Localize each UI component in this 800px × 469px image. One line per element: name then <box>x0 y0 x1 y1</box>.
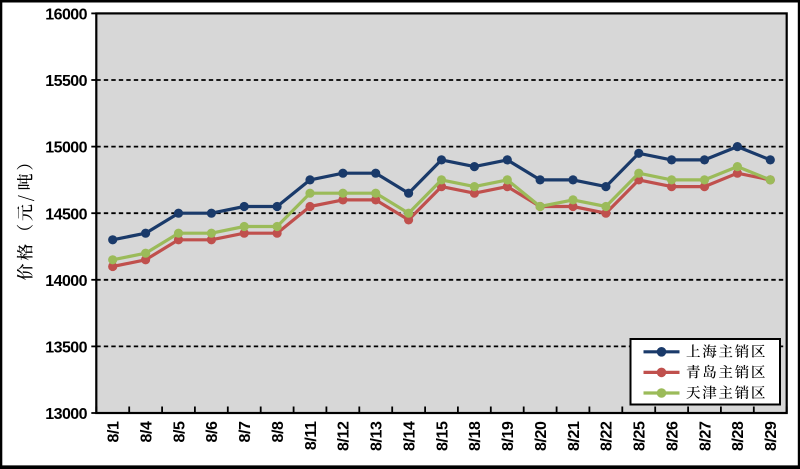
svg-text:8/21: 8/21 <box>566 421 583 451</box>
svg-text:15000: 15000 <box>45 140 87 157</box>
svg-text:8/26: 8/26 <box>664 421 681 451</box>
svg-text:8/28: 8/28 <box>730 421 747 451</box>
svg-text:8/20: 8/20 <box>533 421 550 451</box>
svg-text:8/27: 8/27 <box>697 421 714 451</box>
svg-text:8/6: 8/6 <box>204 421 221 443</box>
svg-text:8/8: 8/8 <box>270 421 287 443</box>
svg-text:8/22: 8/22 <box>599 421 616 451</box>
svg-text:8/18: 8/18 <box>467 421 484 451</box>
svg-text:8/19: 8/19 <box>500 421 517 451</box>
svg-text:8/12: 8/12 <box>336 421 353 451</box>
svg-text:8/7: 8/7 <box>237 421 254 443</box>
svg-text:13000: 13000 <box>45 406 87 423</box>
svg-text:8/13: 8/13 <box>369 421 386 451</box>
svg-text:16000: 16000 <box>45 7 87 24</box>
svg-text:8/29: 8/29 <box>763 421 780 451</box>
svg-text:8/15: 8/15 <box>434 421 451 451</box>
svg-text:14500: 14500 <box>45 206 87 223</box>
svg-text:8/14: 8/14 <box>401 421 418 451</box>
svg-text:13500: 13500 <box>45 340 87 357</box>
svg-text:8/1: 8/1 <box>106 421 123 443</box>
svg-text:8/5: 8/5 <box>171 421 188 443</box>
svg-text:8/25: 8/25 <box>632 421 649 451</box>
svg-text:14000: 14000 <box>45 273 87 290</box>
svg-text:15500: 15500 <box>45 73 87 90</box>
svg-text:8/4: 8/4 <box>138 421 155 443</box>
svg-text:8/11: 8/11 <box>303 421 320 450</box>
